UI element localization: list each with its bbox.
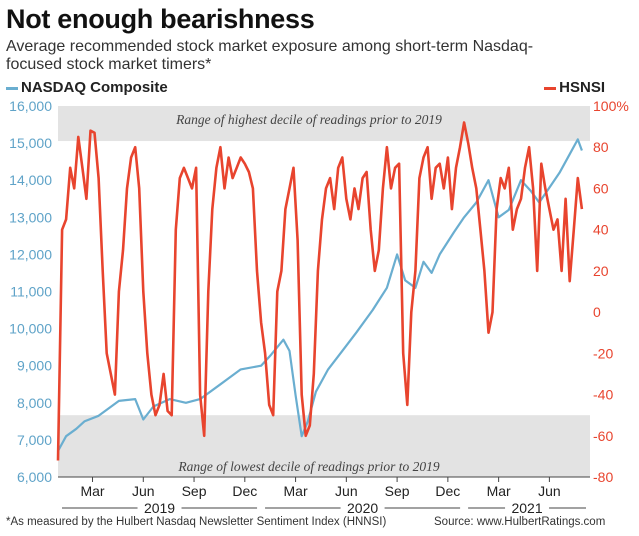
right-axis-tick: -80 bbox=[593, 469, 613, 485]
right-axis-tick: 20 bbox=[593, 263, 609, 279]
x-month-label: Sep bbox=[385, 483, 410, 499]
right-axis-tick: -20 bbox=[593, 345, 613, 361]
chart-title: Not enough bearishness bbox=[6, 4, 315, 34]
x-month-label: Mar bbox=[80, 483, 104, 499]
left-axis-tick: 15,000 bbox=[9, 135, 52, 151]
left-axis-tick: 10,000 bbox=[9, 321, 52, 337]
left-axis-tick: 16,000 bbox=[9, 98, 52, 114]
x-month-label: Sep bbox=[182, 483, 207, 499]
x-month-label: Dec bbox=[435, 483, 460, 499]
source-credit: Source: www.HulbertRatings.com bbox=[434, 516, 606, 528]
x-month-label: Mar bbox=[487, 483, 511, 499]
series-line-nasdaq bbox=[57, 138, 583, 452]
right-axis-tick: 0 bbox=[593, 304, 601, 320]
left-axis-tick: 12,000 bbox=[9, 246, 52, 262]
footnote: *As measured by the Hulbert Nasdaq Newsl… bbox=[6, 516, 387, 528]
x-month-label: Jun bbox=[335, 483, 358, 499]
x-year-label: 2021 bbox=[511, 500, 542, 516]
left-axis-tick: 8,000 bbox=[17, 395, 52, 411]
x-month-label: Dec bbox=[232, 483, 257, 499]
left-axis-tick: 7,000 bbox=[17, 432, 52, 448]
x-year-label: 2019 bbox=[144, 500, 175, 516]
chart-subtitle: Average recommended stock market exposur… bbox=[6, 38, 534, 73]
series-line-hsnsi bbox=[56, 121, 584, 461]
legend-swatch-nasdaq bbox=[6, 86, 18, 90]
right-axis-tick: 60 bbox=[593, 180, 609, 196]
left-axis-tick: 13,000 bbox=[9, 209, 52, 225]
right-axis-tick: 100% bbox=[593, 98, 629, 114]
left-axis-tick: 6,000 bbox=[17, 469, 52, 485]
upper-decile-band bbox=[58, 106, 590, 142]
lower-decile-band bbox=[58, 415, 590, 477]
legend-nasdaq: NASDAQ Composite bbox=[6, 79, 168, 96]
x-month-label: Jun bbox=[132, 483, 155, 499]
x-month-label: Jun bbox=[538, 483, 561, 499]
right-axis-tick: -60 bbox=[593, 428, 613, 444]
right-axis-tick: 80 bbox=[593, 139, 609, 155]
left-axis-tick: 9,000 bbox=[17, 358, 52, 374]
right-axis-tick: -40 bbox=[593, 387, 613, 403]
legend-swatch-hsnsi bbox=[544, 86, 557, 90]
lower-band-annotation: Range of lowest decile of readings prior… bbox=[177, 459, 439, 474]
legend-hsnsi: HSNSI bbox=[544, 79, 605, 96]
x-month-label: Mar bbox=[284, 483, 308, 499]
legend-hsnsi-label: HSNSI bbox=[559, 79, 605, 96]
x-year-label: 2020 bbox=[347, 500, 378, 516]
left-axis-tick: 14,000 bbox=[9, 172, 52, 188]
legend-nasdaq-label: NASDAQ Composite bbox=[21, 79, 168, 96]
right-axis-tick: 40 bbox=[593, 222, 609, 238]
left-axis-tick: 11,000 bbox=[10, 284, 52, 300]
upper-band-annotation: Range of highest decile of readings prio… bbox=[175, 112, 442, 127]
